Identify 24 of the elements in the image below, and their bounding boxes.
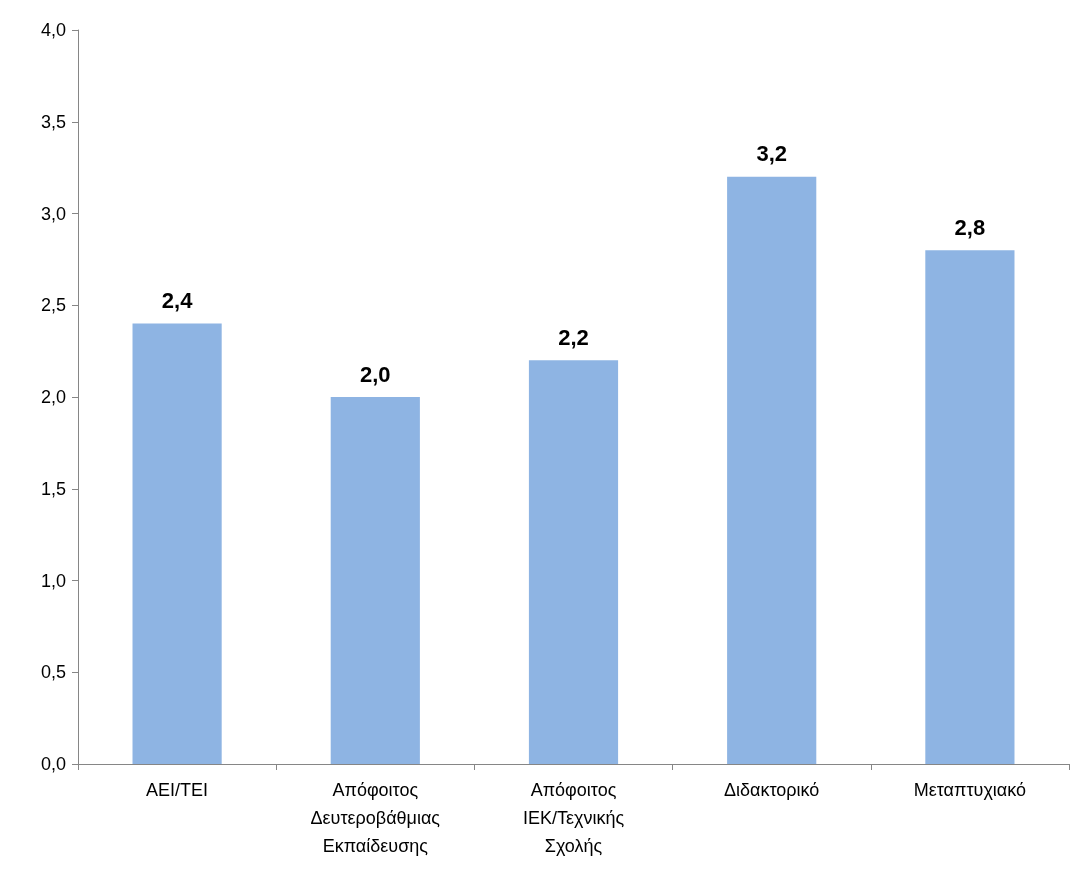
data-label: 2,8 [954,214,986,240]
bar [528,360,619,764]
y-tick-label: 1,0 [40,570,66,591]
x-tick-label: ΑΕΙ/ΤΕΙ [146,780,209,800]
y-tick-label: 3,0 [40,203,66,224]
bar [925,250,1015,764]
bar [330,397,420,764]
data-label: 2,0 [360,361,391,387]
data-label: 3,2 [756,141,787,167]
x-tick-label: Απόφοιτος ΙΕΚ/Τεχνικής Σχολής [522,780,625,856]
data-label: 2,4 [161,288,194,314]
bar [132,323,222,764]
x-tick-label: Απόφοιτος Δευτεροβάθμιας Εκπαίδευσης [310,780,441,856]
y-tick-label: 3,5 [40,111,66,132]
y-tick-label: 2,0 [40,387,66,407]
y-tick-label: 1,5 [40,478,66,499]
data-label: 2,2 [558,324,589,350]
y-tick-label: 2,5 [40,295,66,316]
x-tick-label: Διδακτορικό [724,780,820,800]
x-tick-label: Μεταπτυχιακό [913,780,1027,800]
y-tick-label: 0,5 [40,662,66,683]
y-tick-label: 0,0 [40,754,66,774]
y-tick-label: 4,0 [40,20,66,40]
bar [727,176,817,764]
